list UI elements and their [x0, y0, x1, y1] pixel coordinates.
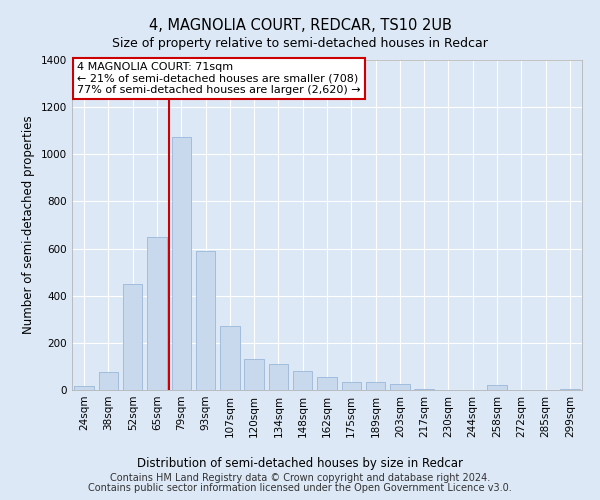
Bar [317, 377, 337, 390]
Text: Contains HM Land Registry data © Crown copyright and database right 2024.: Contains HM Land Registry data © Crown c… [110, 473, 490, 483]
Bar [415, 389, 434, 390]
Text: Distribution of semi-detached houses by size in Redcar: Distribution of semi-detached houses by … [137, 458, 463, 470]
Bar [99, 372, 118, 390]
Bar [123, 284, 142, 390]
Bar [366, 382, 385, 390]
Bar [147, 237, 167, 390]
Bar [172, 136, 191, 390]
Bar [560, 389, 580, 390]
Text: 4 MAGNOLIA COURT: 71sqm
← 21% of semi-detached houses are smaller (708)
77% of s: 4 MAGNOLIA COURT: 71sqm ← 21% of semi-de… [77, 62, 361, 95]
Text: 4, MAGNOLIA COURT, REDCAR, TS10 2UB: 4, MAGNOLIA COURT, REDCAR, TS10 2UB [149, 18, 451, 32]
Text: Contains public sector information licensed under the Open Government Licence v3: Contains public sector information licen… [88, 483, 512, 493]
Bar [74, 386, 94, 390]
Bar [293, 371, 313, 390]
Text: Size of property relative to semi-detached houses in Redcar: Size of property relative to semi-detach… [112, 38, 488, 51]
Bar [269, 364, 288, 390]
Bar [220, 326, 239, 390]
Bar [390, 384, 410, 390]
Bar [341, 382, 361, 390]
Bar [196, 251, 215, 390]
Y-axis label: Number of semi-detached properties: Number of semi-detached properties [22, 116, 35, 334]
Bar [487, 386, 507, 390]
Bar [244, 360, 264, 390]
